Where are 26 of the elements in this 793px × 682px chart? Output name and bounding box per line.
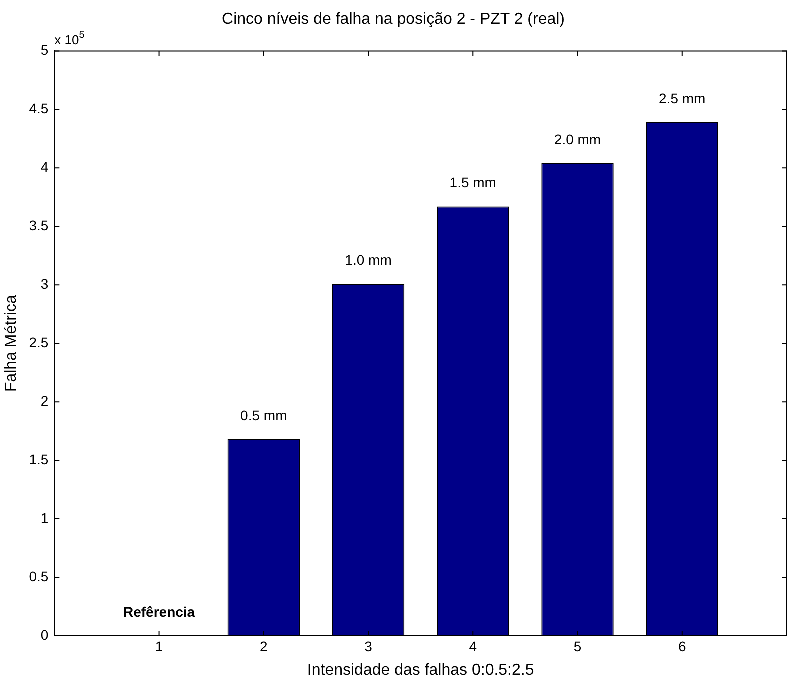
- y-tick-label: 1: [40, 510, 49, 526]
- y-tick-label: 0: [40, 626, 49, 643]
- annotation: 1.5 mm: [450, 174, 496, 191]
- y-tick-label: 0.5: [29, 568, 49, 584]
- y-tick-label: 2: [40, 392, 49, 409]
- y-tick-label: 2.5: [29, 334, 49, 350]
- x-tick-label: 1: [155, 638, 164, 654]
- x-tick-label: 6: [678, 638, 686, 654]
- x-tick-label: 4: [469, 638, 478, 654]
- x-tick-label: 2: [260, 638, 268, 654]
- x-axis-title: Intensidade das falhas 0:0.5:2.5: [307, 662, 534, 679]
- y-tick-label: 3: [40, 276, 49, 292]
- x-tick-label: 5: [574, 638, 582, 654]
- annotation: 1.0 mm: [345, 252, 392, 268]
- annotation: 2.5 mm: [659, 90, 706, 106]
- annotation: 0.5 mm: [240, 407, 288, 424]
- y-tick-label: 5: [40, 42, 49, 58]
- annotation: 2.0 mm: [554, 131, 602, 148]
- annotation: Refêrencia: [123, 604, 196, 620]
- y-tick-label: 3.5: [29, 218, 49, 234]
- chart-title: Cinco níveis de falha na posição 2 - PZT 2 (real): [222, 11, 565, 28]
- y-tick-label: 4: [40, 159, 49, 176]
- y-tick-label: 1.5: [29, 451, 49, 468]
- y-tick-label: 4.5: [29, 100, 49, 117]
- x-tick-label: 3: [364, 638, 373, 654]
- y-axis-title: Falha Métrica: [3, 295, 20, 392]
